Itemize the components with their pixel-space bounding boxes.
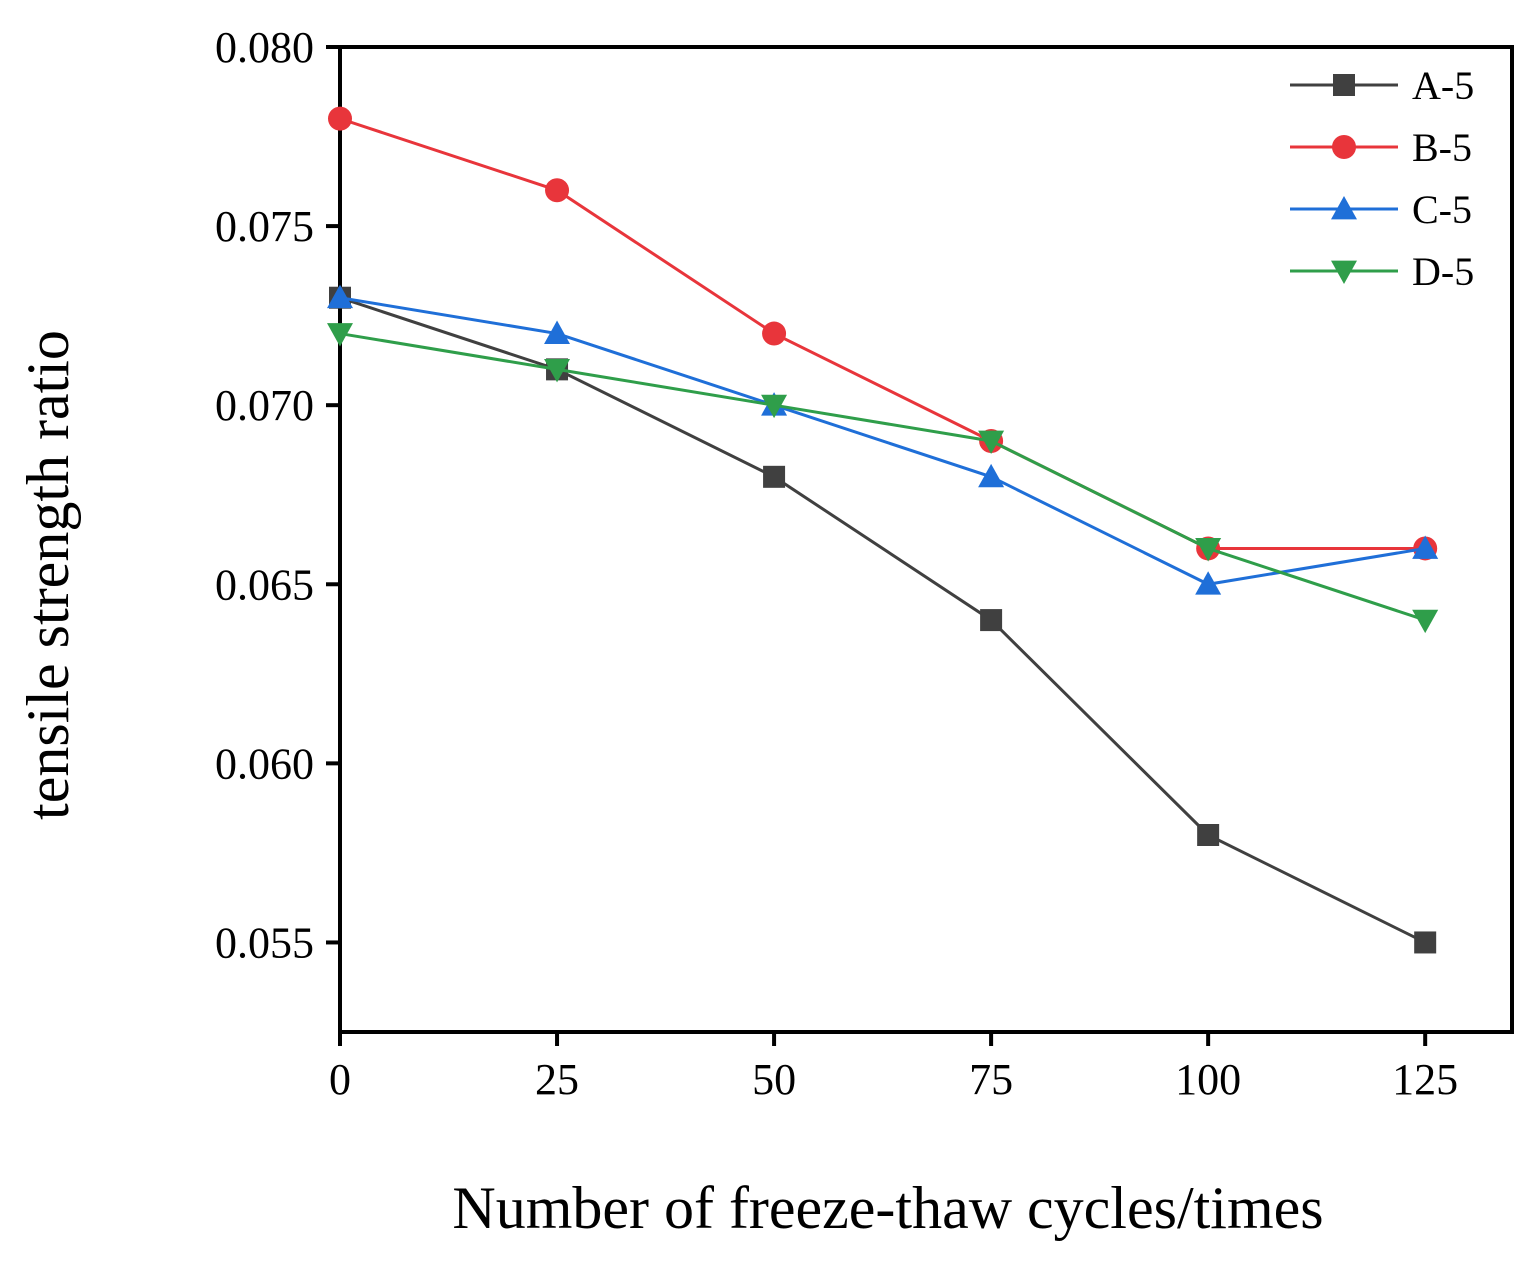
data-point bbox=[763, 465, 786, 488]
x-tick-label: 0 bbox=[329, 1055, 351, 1104]
series-b-5 bbox=[328, 106, 1438, 561]
data-point bbox=[1412, 535, 1439, 559]
y-tick-label: 0.080 bbox=[215, 23, 314, 72]
legend-item-c-5: C-5 bbox=[1290, 187, 1472, 232]
y-tick-label: 0.065 bbox=[215, 560, 314, 609]
x-axis-title: Number of freeze-thaw cycles/times bbox=[452, 1175, 1323, 1241]
series-line bbox=[339, 117, 1426, 550]
series-line bbox=[339, 332, 1426, 622]
plot-area: 0 25 50 75 100 125 0.055 0.060 0.065 0.070 0.075 0.… bbox=[215, 23, 1514, 1104]
legend-marker bbox=[1333, 74, 1355, 96]
x-tick-label: 125 bbox=[1392, 1055, 1458, 1104]
y-tick-label: 0.075 bbox=[215, 202, 314, 251]
y-tick-label: 0.055 bbox=[215, 918, 314, 967]
legend-item-b-5: B-5 bbox=[1290, 125, 1472, 170]
legend-label: D-5 bbox=[1412, 249, 1474, 294]
data-point bbox=[1412, 609, 1439, 634]
data-point bbox=[1414, 931, 1437, 954]
data-point bbox=[327, 284, 353, 309]
legend-marker bbox=[1331, 196, 1357, 220]
series-c-5 bbox=[327, 284, 1439, 595]
series-d-5 bbox=[327, 323, 1439, 634]
data-point bbox=[978, 463, 1005, 488]
data-point bbox=[544, 358, 571, 383]
x-tick-label: 75 bbox=[969, 1055, 1013, 1104]
data-point bbox=[1195, 571, 1222, 595]
data-point bbox=[980, 609, 1003, 632]
legend-item-d-5: D-5 bbox=[1290, 249, 1474, 294]
x-tick-label: 100 bbox=[1175, 1055, 1241, 1104]
data-point bbox=[762, 321, 787, 346]
data-point bbox=[761, 394, 788, 419]
legend-item-a-5: A-5 bbox=[1290, 63, 1474, 108]
legend-label: B-5 bbox=[1412, 125, 1472, 170]
data-point bbox=[1195, 538, 1222, 562]
legend-label: A-5 bbox=[1412, 63, 1474, 108]
data-point bbox=[545, 178, 570, 203]
legend: A-5 B-5 C-5 D-5 bbox=[1290, 63, 1474, 294]
series-a-5 bbox=[329, 286, 1437, 954]
legend-label: C-5 bbox=[1412, 187, 1472, 232]
plot-frame bbox=[338, 45, 1514, 1034]
series-line bbox=[339, 296, 1426, 944]
x-tick-label: 50 bbox=[752, 1055, 796, 1104]
x-tick-label: 25 bbox=[535, 1055, 579, 1104]
data-point bbox=[327, 323, 353, 347]
y-tick-label: 0.070 bbox=[215, 381, 314, 430]
data-point bbox=[978, 430, 1005, 454]
data-point bbox=[1197, 824, 1220, 846]
data-point bbox=[544, 320, 571, 344]
data-point bbox=[328, 106, 352, 131]
y-axis-title: tensile strength ratio bbox=[15, 330, 81, 820]
y-tick-label: 0.060 bbox=[215, 739, 314, 788]
legend-marker bbox=[1332, 135, 1356, 159]
legend-marker bbox=[1331, 260, 1357, 284]
series-line bbox=[339, 296, 1426, 586]
